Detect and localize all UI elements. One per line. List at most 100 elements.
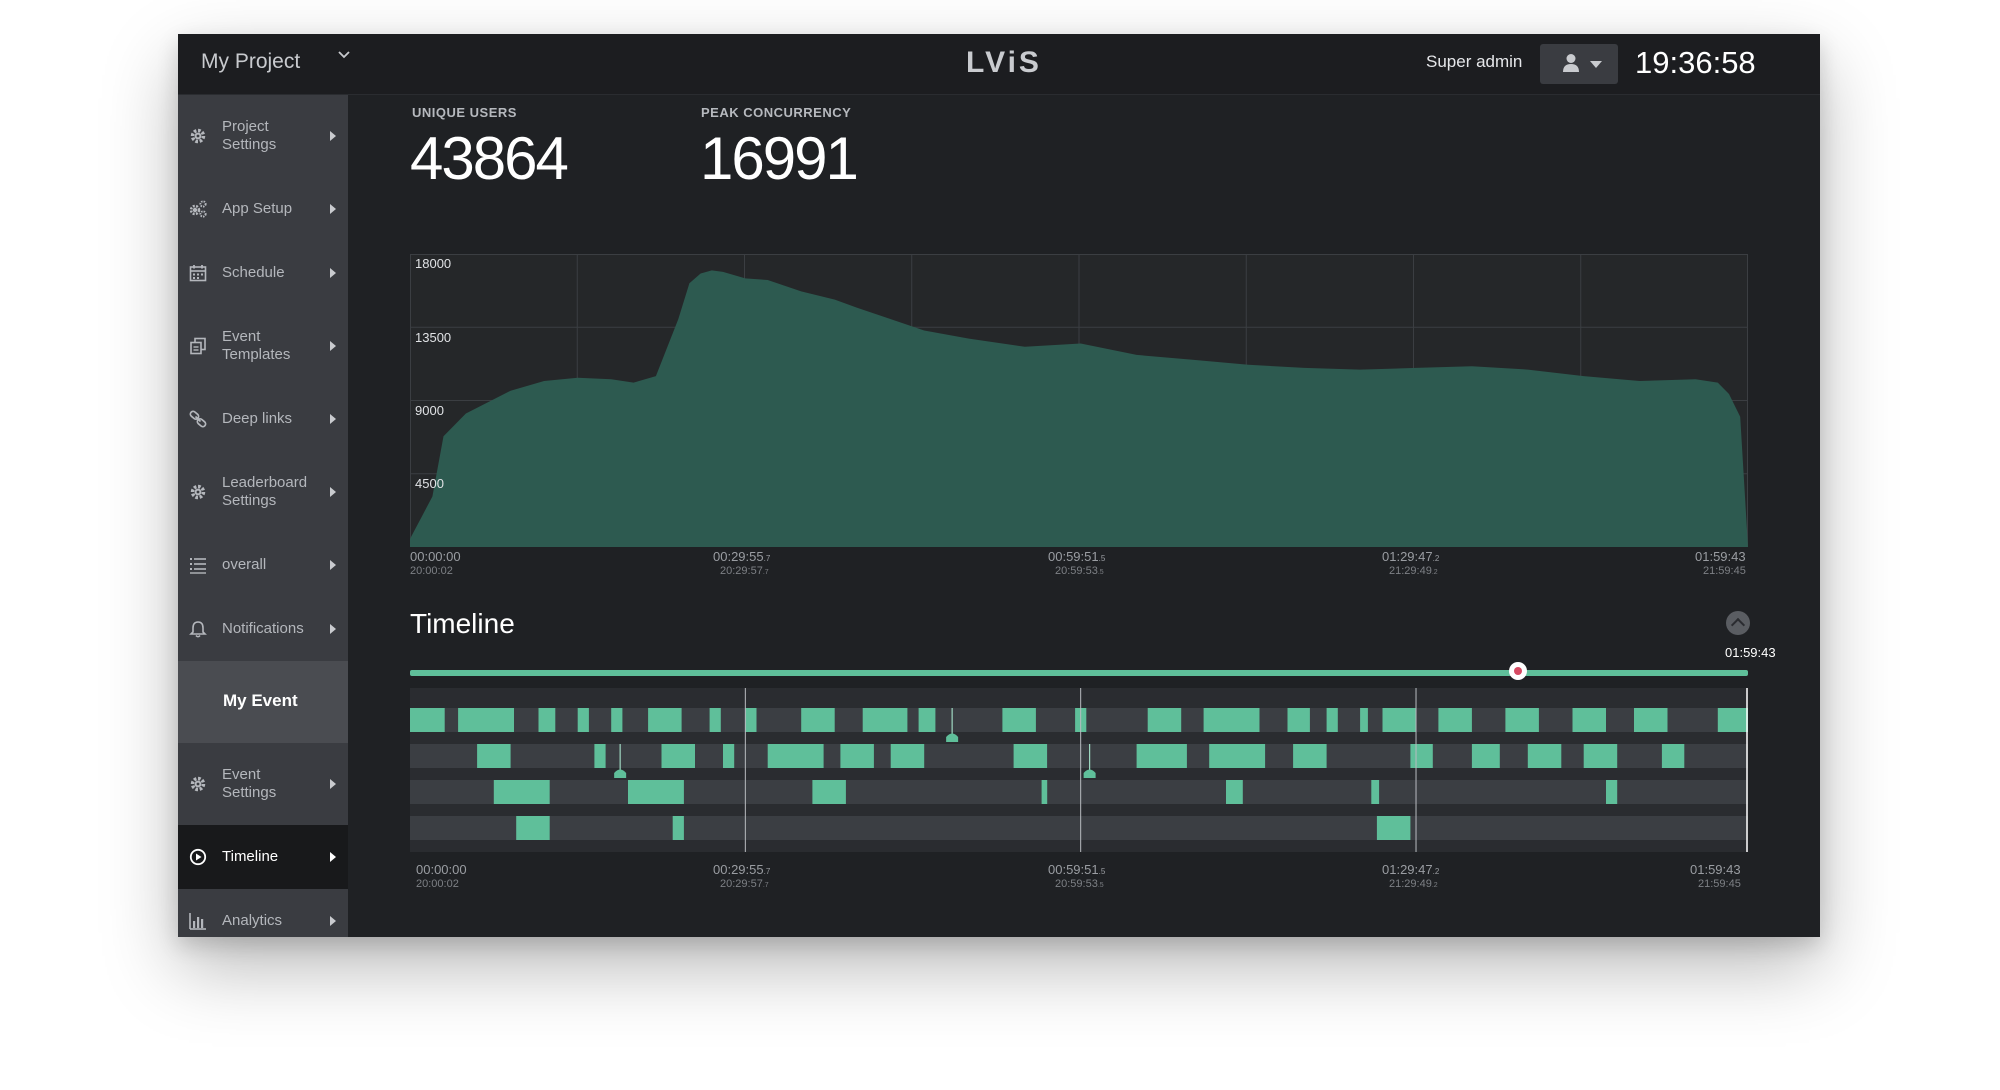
timeline-event-block	[611, 708, 623, 732]
timeline-marker-pin	[946, 733, 959, 742]
bell-icon	[189, 621, 207, 638]
timeline-event-block	[862, 708, 908, 732]
user-menu-button[interactable]	[1540, 44, 1618, 84]
timeline-event-block	[1002, 708, 1036, 732]
timeline-event-block	[1287, 708, 1310, 732]
chart-x-tick-label: 00:59:51.5	[1048, 549, 1106, 564]
timeline-event-block	[1606, 780, 1618, 804]
sidebar-item-label: overall	[222, 556, 267, 573]
timeline-event-block	[1041, 780, 1048, 804]
timeline-event-block	[1136, 744, 1187, 768]
timeline-title: Timeline	[410, 608, 515, 639]
sidebar-section-label: My Event	[223, 691, 298, 710]
timeline-event-block	[672, 816, 684, 840]
clock: 19:36:58	[1635, 45, 1756, 80]
timeline-lanes-plot	[410, 688, 1748, 852]
timeline-event-block	[1471, 744, 1500, 768]
timeline-x-tick-label: 01:29:47.2	[1382, 862, 1440, 877]
playhead-track[interactable]	[410, 670, 1748, 676]
sidebar-item-label: Notifications	[222, 620, 304, 637]
chevron-down-icon[interactable]	[336, 46, 352, 67]
y-tick-label: 9000	[415, 403, 444, 418]
unique-users-value: 43864	[410, 125, 569, 192]
sidebar-item-schedule[interactable]: Schedule	[178, 241, 348, 307]
sidebar-item-timeline[interactable]: Timeline	[178, 825, 348, 891]
timeline-event-block	[1717, 708, 1748, 732]
chevron-right-icon	[330, 624, 336, 634]
timeline-event-block	[840, 744, 874, 768]
timeline-event-block	[1147, 708, 1182, 732]
gear-icon	[190, 776, 206, 792]
chevron-up-icon[interactable]	[1726, 611, 1750, 635]
timeline-x-tick-sublabel: 20:59:53.5	[1055, 878, 1104, 890]
timeline-event-block	[745, 708, 757, 732]
timeline-event-block	[458, 708, 514, 732]
timeline-event-block	[1371, 780, 1380, 804]
timeline-event-block	[1410, 744, 1433, 768]
gears-icon	[189, 200, 207, 218]
timeline-event-block	[477, 744, 511, 768]
timeline-event-block	[1209, 744, 1266, 768]
timeline-marker-pin	[1083, 769, 1096, 778]
timeline-event-block	[709, 708, 721, 732]
user-icon	[1563, 54, 1579, 72]
timeline-event-block	[516, 816, 550, 840]
chart-x-tick-sublabel: 20:59:53.5	[1055, 565, 1104, 577]
chevron-right-icon	[330, 131, 336, 141]
sidebar: Project Settings App Setup Schedule	[178, 95, 348, 937]
chevron-right-icon	[330, 414, 336, 424]
sidebar-item-deep-links[interactable]: Deep links	[178, 387, 348, 453]
timeline-lane	[410, 816, 1748, 840]
sidebar-item-label: Event Templates	[222, 328, 291, 363]
unique-users-label: UNIQUE USERS	[412, 105, 517, 120]
timeline-event-block	[648, 708, 682, 732]
sidebar-item-overall[interactable]: overall	[178, 533, 348, 599]
chevron-right-icon	[330, 268, 336, 278]
timeline-event-block	[1527, 744, 1562, 768]
peak-concurrency-value: 16991	[700, 125, 859, 192]
chart-x-tick-sublabel: 21:29:49.2	[1389, 565, 1438, 577]
chart-x-tick-sublabel: 20:29:57.7	[720, 565, 769, 577]
chevron-right-icon	[330, 916, 336, 926]
playhead-handle[interactable]	[1509, 662, 1527, 680]
timeline-event-block	[801, 708, 835, 732]
sidebar-item-event-settings[interactable]: Event Settings	[178, 743, 348, 827]
sidebar-item-leaderboard-settings[interactable]: Leaderboard Settings	[178, 451, 348, 535]
timeline-event-block	[1203, 708, 1260, 732]
sidebar-item-event-templates[interactable]: Event Templates	[178, 305, 348, 389]
sidebar-item-app-setup[interactable]: App Setup	[178, 177, 348, 243]
peak-concurrency-label: PEAK CONCURRENCY	[701, 105, 852, 120]
list-icon	[190, 558, 206, 574]
chart-x-tick-label: 01:29:47.2	[1382, 549, 1440, 564]
timeline-event-block	[1505, 708, 1539, 732]
brand-logo: LViS	[966, 46, 1042, 79]
chevron-right-icon	[330, 852, 336, 862]
timeline-x-tick-sublabel: 20:29:57.7	[720, 878, 769, 890]
sidebar-item-analytics[interactable]: Analytics	[178, 889, 348, 937]
concurrency-area	[410, 270, 1748, 547]
timeline-x-tick-label: 00:00:00	[416, 862, 467, 877]
chevron-right-icon	[330, 341, 336, 351]
project-selector[interactable]: My Project	[201, 50, 301, 73]
chevron-right-icon	[330, 560, 336, 570]
timeline-event-block	[1013, 744, 1048, 768]
sidebar-item-project-settings[interactable]: Project Settings	[178, 95, 348, 179]
playhead-time: 01:59:43	[1725, 645, 1776, 660]
sidebar-item-label: Leaderboard Settings	[222, 474, 308, 509]
sidebar-item-notifications[interactable]: Notifications	[178, 597, 348, 663]
bar-chart-icon	[189, 913, 206, 930]
timeline-event-block	[493, 780, 550, 804]
chart-x-tick-sublabel: 20:00:02	[410, 565, 453, 577]
timeline-event-block	[1438, 708, 1472, 732]
timeline-event-block	[628, 780, 684, 804]
concurrency-chart-plot	[410, 254, 1748, 547]
timeline-event-block	[1382, 708, 1416, 732]
app-window: My Project LViS Super admin 19:36:58 Pro…	[178, 34, 1820, 937]
timeline-event-block	[661, 744, 695, 768]
chart-x-tick-label: 01:59:43	[1695, 549, 1746, 564]
timeline-event-block	[767, 744, 824, 768]
caret-down-icon	[1590, 61, 1602, 68]
timeline-event-block	[1661, 744, 1685, 768]
chart-x-tick-label: 00:29:55.7	[713, 549, 771, 564]
timeline-event-block	[1293, 744, 1327, 768]
